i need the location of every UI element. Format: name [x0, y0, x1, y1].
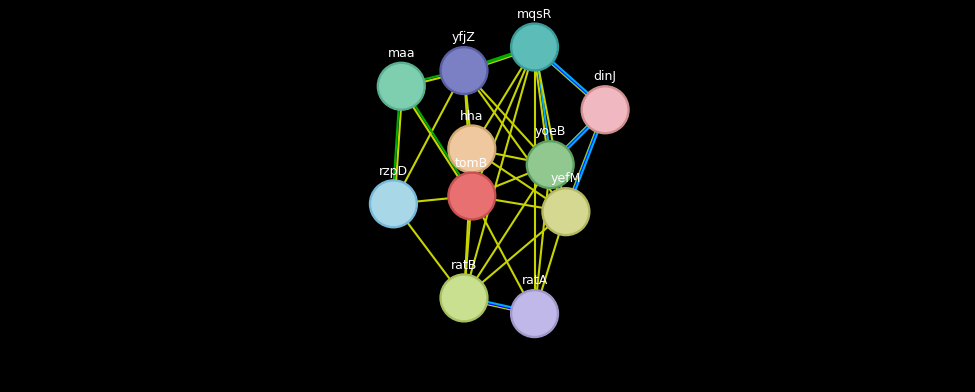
Circle shape [450, 127, 493, 171]
Circle shape [513, 25, 556, 69]
Text: hha: hha [460, 110, 484, 123]
Text: yfjZ: yfjZ [452, 31, 476, 44]
Circle shape [526, 141, 574, 189]
Circle shape [377, 62, 425, 110]
Text: tomB: tomB [455, 157, 488, 170]
Circle shape [443, 49, 486, 92]
Circle shape [581, 86, 629, 134]
Text: ratB: ratB [450, 259, 477, 272]
Text: mqsR: mqsR [517, 8, 552, 21]
Circle shape [584, 88, 627, 131]
Circle shape [511, 290, 559, 338]
Circle shape [448, 125, 495, 173]
Circle shape [513, 292, 556, 335]
Circle shape [448, 172, 495, 220]
Circle shape [450, 174, 493, 218]
Circle shape [370, 180, 417, 228]
Circle shape [443, 276, 486, 319]
Text: yoeB: yoeB [534, 125, 566, 138]
Circle shape [544, 190, 588, 233]
Circle shape [542, 188, 590, 236]
Text: dinJ: dinJ [594, 71, 616, 83]
Text: maa: maa [387, 47, 415, 60]
Circle shape [511, 23, 559, 71]
Circle shape [440, 47, 488, 94]
Text: yefM: yefM [551, 172, 581, 185]
Text: rzpD: rzpD [379, 165, 408, 178]
Circle shape [440, 274, 488, 322]
Circle shape [379, 65, 423, 108]
Circle shape [528, 143, 571, 186]
Text: ratA: ratA [522, 274, 548, 287]
Circle shape [371, 182, 415, 225]
